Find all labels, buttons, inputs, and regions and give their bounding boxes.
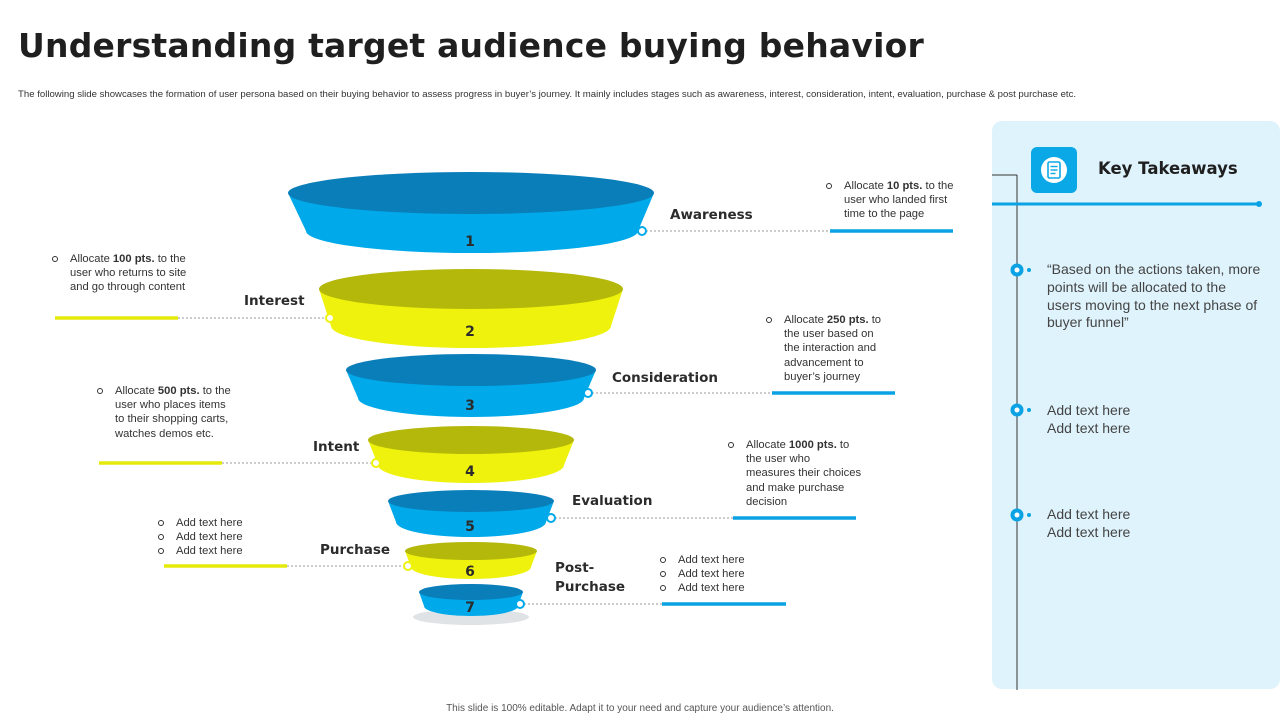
stage-number-5: 5: [465, 519, 475, 535]
timeline-marker: [1010, 263, 1031, 277]
key-takeaways-title: Key Takeaways: [1098, 159, 1238, 178]
stage-label-intent: Intent: [313, 439, 360, 455]
stage-number-7: 7: [465, 600, 475, 616]
takeaway-1: “Based on the actions taken, more points…: [1047, 261, 1261, 331]
stage-label-awareness: Awareness: [670, 207, 753, 223]
note-item: Allocate 100 pts. to the user who return…: [52, 252, 187, 295]
funnel-stage-1: [288, 172, 654, 253]
stage-number-4: 4: [465, 464, 475, 480]
note-item: Add text here: [158, 530, 278, 544]
note-post-purchase: Add text here Add text here Add text her…: [660, 553, 780, 596]
stage-label-post-purchase: Post-Purchase: [555, 560, 626, 595]
takeaway-2: Add text here Add text here: [1047, 402, 1131, 436]
takeaway-3: Add text here Add text here: [1047, 506, 1131, 540]
stage-label-purchase: Purchase: [320, 542, 391, 558]
key-takeaways-panel: [992, 121, 1280, 689]
note-item: Allocate 250 pts. to the user based on t…: [766, 313, 892, 384]
note-purchase: Add text here Add text here Add text her…: [158, 516, 278, 559]
stage-number-1: 1: [465, 234, 475, 250]
note-item: Allocate 500 pts. to the user who places…: [97, 384, 232, 441]
note-item: Allocate 1000 pts. to the user who measu…: [728, 438, 862, 509]
stage-label-evaluation: Evaluation: [572, 493, 653, 509]
buyer-funnel-diagram: 1 2 3 4 5 6 7: [55, 172, 953, 625]
note-item: Add text here: [158, 516, 278, 530]
note-awareness: Allocate 10 pts. to the user who landed …: [826, 179, 961, 222]
stage-number-3: 3: [465, 398, 475, 414]
funnel-stage-7: [419, 584, 525, 616]
note-item: Allocate 10 pts. to the user who landed …: [826, 179, 961, 222]
funnel-stage-4: [368, 426, 574, 483]
page-subtitle: The following slide showcases the format…: [18, 89, 1077, 100]
page-title: Understanding target audience buying beh…: [18, 26, 924, 65]
footer-note: This slide is 100% editable. Adapt it to…: [446, 703, 834, 714]
stage-number-6: 6: [465, 564, 475, 580]
funnel-stage-6: [403, 542, 537, 579]
funnel-stage-5: [388, 490, 556, 537]
note-consideration: Allocate 250 pts. to the user based on t…: [766, 313, 892, 384]
timeline-marker: [1010, 508, 1031, 522]
stage-label-consideration: Consideration: [612, 370, 719, 386]
note-intent: Allocate 500 pts. to the user who places…: [97, 384, 232, 441]
note-interest: Allocate 100 pts. to the user who return…: [52, 252, 187, 295]
stage-label-interest: Interest: [244, 293, 305, 309]
takeaways-timeline: [992, 174, 1262, 690]
accent-bars: [55, 229, 953, 606]
funnel-stage-2: [319, 269, 623, 348]
note-evaluation: Allocate 1000 pts. to the user who measu…: [728, 438, 862, 509]
document-icon: [1031, 147, 1077, 193]
connector-lines: [178, 230, 832, 605]
funnel-stage-3: [346, 354, 596, 417]
note-item: Add text here: [660, 553, 780, 567]
timeline-marker: [1010, 403, 1031, 417]
note-item: Add text here: [660, 581, 780, 595]
stage-number-2: 2: [465, 324, 475, 340]
note-item: Add text here: [660, 567, 780, 581]
note-item: Add text here: [158, 544, 278, 558]
